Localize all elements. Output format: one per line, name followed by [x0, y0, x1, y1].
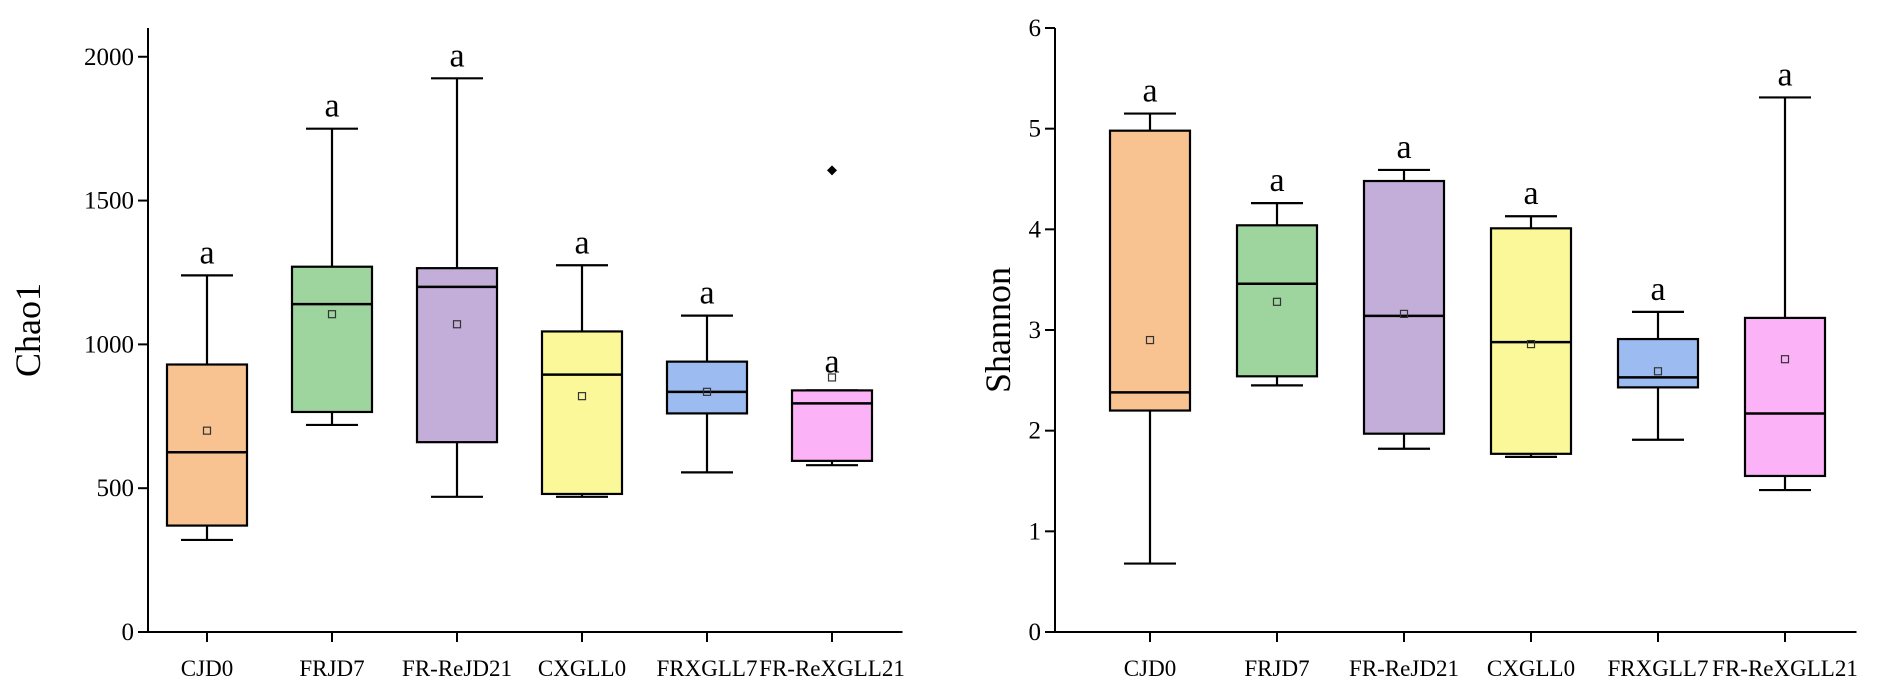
chao1-y-axis-title: Chao1 [8, 283, 48, 377]
shannon-box-group: FR-ReJD21 a [1349, 129, 1459, 681]
shannon-category-label: FR-ReJD21 [1349, 656, 1459, 681]
shannon-category-label: FR-ReXGLL21 [1712, 656, 1858, 681]
shannon-y-tick-label: 4 [1029, 216, 1042, 243]
shannon-significance-letter: a [1142, 73, 1157, 110]
shannon-y-axis-title: Shannon [978, 267, 1018, 393]
chao1-outlier-point [827, 165, 837, 176]
shannon-significance-letter: a [1396, 129, 1411, 166]
chao1-category-label: FR-ReJD21 [402, 656, 512, 681]
shannon-box-group: FRJD7 a [1235, 162, 1319, 681]
shannon-box [1362, 179, 1446, 435]
shannon-y-tick-label: 2 [1029, 418, 1042, 445]
chao1-significance-letter: a [824, 343, 839, 380]
chao1-y-tick-label: 2000 [84, 44, 134, 71]
chao1-category-label: FRJD7 [299, 656, 364, 681]
chao1-box [540, 330, 624, 496]
shannon-category-label: FRXGLL7 [1608, 656, 1709, 681]
chao1-significance-letter: a [574, 224, 589, 261]
shannon-y-tick-label: 0 [1029, 619, 1042, 646]
chao1-category-label: CXGLL0 [538, 656, 626, 681]
chao1-significance-letter: a [449, 37, 464, 74]
shannon-mean-marker [1780, 355, 1790, 364]
shannon-box-group: FRXGLL7 a [1608, 271, 1709, 681]
shannon-box [1743, 316, 1827, 478]
shannon-y-tick-label: 3 [1029, 317, 1042, 344]
chao1-mean-marker [702, 387, 712, 396]
chao1-y-tick-label: 1000 [84, 331, 134, 358]
chao1-significance-letter: a [199, 234, 214, 271]
shannon-significance-letter: a [1650, 271, 1665, 308]
chao1-category-label: FRXGLL7 [657, 656, 758, 681]
shannon-box [1616, 337, 1700, 389]
shannon-significance-letter: a [1523, 175, 1538, 212]
shannon-significance-letter: a [1777, 56, 1792, 93]
shannon-mean-marker [1399, 309, 1409, 318]
shannon-box-group: CJD0 a [1108, 73, 1192, 681]
chao1-box [665, 360, 749, 415]
chao1-y-tick-label: 500 [97, 475, 135, 502]
shannon-category-label: CJD0 [1124, 656, 1176, 681]
chao1-mean-marker [827, 373, 837, 382]
chao1-box-group: CJD0 a [165, 234, 249, 681]
chao1-box-group: FR-ReJD21 a [402, 37, 512, 681]
chao1-mean-marker [327, 310, 337, 319]
chao1-box [165, 363, 249, 527]
shannon-panel: 0123456ShannonCJD0aFRJD7aFR-ReJD21aCXGLL… [978, 15, 1858, 681]
chao1-mean-marker [202, 426, 212, 435]
shannon-category-label: FRJD7 [1244, 656, 1309, 681]
chao1-y-tick-label: 0 [122, 619, 135, 646]
chao1-category-label: CJD0 [181, 656, 233, 681]
shannon-mean-marker [1145, 335, 1155, 345]
chao1-significance-letter: a [324, 88, 339, 125]
chao1-panel: 0500100015002000Chao1CJD0aFRJD7aFR-ReJD2… [8, 28, 905, 681]
shannon-box [1235, 224, 1319, 378]
chao1-box-group: FRXGLL7 a [657, 275, 758, 681]
chao1-box [290, 265, 374, 414]
shannon-y-tick-label: 5 [1029, 116, 1042, 143]
chao1-significance-letter: a [699, 275, 714, 312]
chao1-category-label: FR-ReXGLL21 [759, 656, 905, 681]
chao1-box-group: FR-ReXGLL21 a [759, 165, 905, 681]
shannon-y-tick-label: 6 [1029, 15, 1042, 42]
chao1-mean-marker [452, 320, 462, 329]
chao1-box-group: FRJD7 a [290, 88, 374, 681]
shannon-box [1108, 129, 1192, 412]
shannon-significance-letter: a [1269, 162, 1284, 199]
shannon-mean-marker [1526, 339, 1536, 349]
chao1-y-tick-label: 1500 [84, 188, 134, 215]
chao1-box [790, 389, 874, 462]
shannon-mean-marker [1653, 367, 1663, 376]
shannon-mean-marker [1272, 297, 1282, 306]
shannon-category-label: CXGLL0 [1487, 656, 1575, 681]
shannon-box-group: CXGLL0 a [1487, 175, 1575, 681]
chao1-mean-marker [577, 392, 587, 401]
chao1-box-group: CXGLL0 a [538, 224, 626, 681]
shannon-y-tick-label: 1 [1029, 518, 1042, 545]
chao1-box [415, 267, 499, 444]
shannon-box-group: FR-ReXGLL21 a [1712, 56, 1858, 681]
